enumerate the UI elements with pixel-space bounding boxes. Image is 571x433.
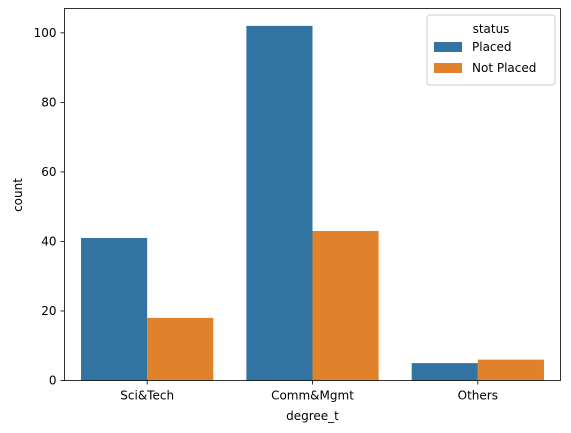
y-tick-label: 20: [41, 304, 56, 318]
bar-placed-comm-mgmt: [246, 25, 313, 381]
bar-not-placed-others: [477, 359, 544, 381]
x-axis-ticks: Sci&Tech Comm&Mgmt Others: [120, 380, 498, 403]
legend-label-placed: Placed: [472, 40, 512, 54]
bar-not-placed-comm-mgmt: [312, 231, 379, 381]
bar-placed-sci-tech: [81, 237, 148, 381]
legend: status Placed Not Placed: [426, 14, 556, 86]
legend-swatch-placed: [434, 42, 462, 52]
y-tick-label: 0: [49, 374, 57, 388]
y-axis-ticks: 0 20 40 60 80 100: [34, 26, 65, 388]
y-tick-label: 40: [41, 234, 56, 248]
bars-group: [81, 25, 544, 381]
legend-title: status: [473, 22, 510, 36]
bar-placed-others: [411, 363, 478, 381]
x-tick-label-sci-tech: Sci&Tech: [120, 389, 174, 403]
x-axis-label: degree_t: [286, 409, 339, 423]
y-tick-label: 100: [34, 26, 57, 40]
y-tick-label: 60: [41, 165, 56, 179]
y-axis-label: count: [11, 178, 25, 212]
bar-not-placed-sci-tech: [147, 317, 214, 381]
plot-frame: [64, 8, 561, 381]
legend-swatch-not-placed: [434, 63, 462, 73]
y-tick-label: 80: [41, 95, 56, 109]
x-tick-label-others: Others: [458, 389, 498, 403]
x-tick-label-comm-mgmt: Comm&Mgmt: [271, 389, 354, 403]
legend-label-not-placed: Not Placed: [472, 61, 536, 75]
